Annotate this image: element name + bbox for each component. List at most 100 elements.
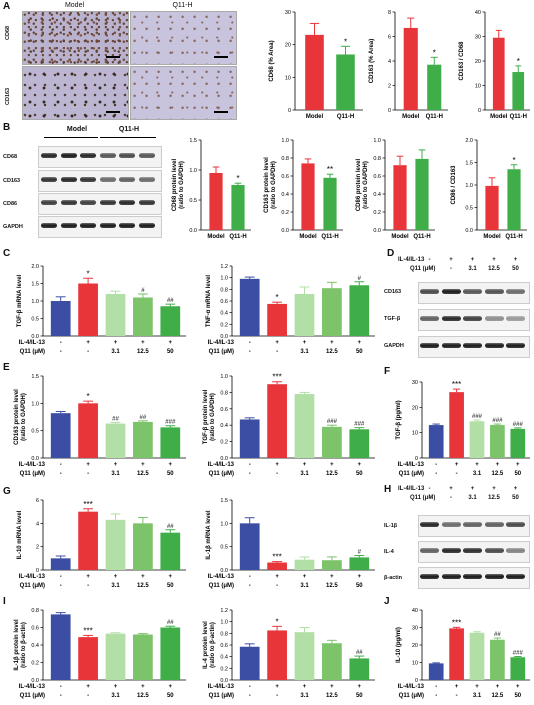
y-tick-label: 0.5: [465, 206, 473, 212]
treatment-value: 3.1: [300, 471, 309, 477]
x-tick-label: Model: [299, 234, 317, 240]
blot-d-row-gapdh: GAPDH: [384, 343, 404, 349]
significance-mark: ##: [167, 298, 174, 304]
y-axis-label: CD163 / CD68: [459, 41, 465, 81]
blot-b-row-cd163: CD163: [3, 178, 21, 184]
chart-c2: 0.0 0.2 0.4 0.6 0.8 1.0 1.2 TNF-α mRNA level - - *…: [206, 264, 375, 355]
panel-label-j: J: [384, 596, 390, 607]
treatment-value: -: [435, 462, 437, 468]
treatment-value: +: [358, 684, 362, 690]
y-tick-label: 0.2: [220, 440, 228, 446]
treatment-value: +: [275, 340, 279, 346]
blot-band: [463, 522, 482, 527]
significance-mark: ###: [513, 651, 524, 657]
treatment-value: +: [303, 462, 307, 468]
y-tick-label: 1.0: [281, 138, 289, 144]
significance-mark: ###: [513, 422, 524, 428]
scale-bar: [214, 56, 228, 58]
bar: [428, 425, 444, 458]
treatment-value: +: [449, 257, 453, 263]
blot-band: [41, 223, 57, 228]
blot-b-model-label: Model: [66, 126, 88, 133]
y-tick-label: 10: [412, 431, 418, 437]
blot-band: [441, 316, 461, 321]
significance-mark: ***: [272, 373, 281, 382]
treatment-value: 50: [514, 471, 521, 477]
y-tick-label: 0.5: [31, 317, 39, 323]
y-tick-label: 0.4: [31, 643, 39, 649]
chart-a3: 0 10 20 30 40 CD163 / CD68 Model * Q11-H: [459, 10, 530, 120]
blot-band: [99, 223, 116, 228]
y-tick-label: 1.0: [220, 374, 228, 380]
treatment-value: +: [303, 340, 307, 346]
treatment-value: +: [358, 340, 362, 346]
y-axis-label: TNF-α mRNA level: [206, 275, 212, 327]
treatment-value: -: [428, 495, 431, 501]
treatment-row-label: Q11 (μM): [209, 583, 234, 589]
bar: [133, 523, 153, 570]
blot-band: [506, 316, 525, 321]
blot-band: [138, 223, 155, 228]
treatment-value: -: [87, 693, 89, 699]
treatment-value: 50: [167, 583, 174, 589]
y-tick-label: 10: [475, 84, 481, 90]
treatment-value: +: [516, 684, 520, 690]
y-axis-label: CD86 / CD163: [451, 165, 457, 205]
treatment-value: +: [470, 486, 475, 492]
y-tick-label: 30: [412, 380, 418, 386]
significance-mark: *: [87, 269, 90, 278]
y-tick-label: 30: [475, 35, 481, 41]
y-tick-label: 1.0: [31, 299, 39, 305]
treatment-row-label: IL-4/IL-13: [398, 462, 425, 468]
significance-mark: **: [327, 165, 333, 174]
bar: [469, 632, 485, 680]
y-tick-label: 0.0: [373, 228, 381, 234]
treatment-row-label: Q11 (μM): [20, 349, 45, 355]
treatment-value: -: [435, 471, 437, 477]
panel-label-h: H: [384, 484, 392, 495]
treatment-row-label: IL-4/IL-13: [19, 574, 46, 580]
x-tick-label: Q11-H: [321, 234, 338, 240]
treatment-value: 50: [167, 471, 174, 477]
y-axis-label: TGF-β (pg/ml): [396, 400, 402, 439]
significance-mark: ###: [472, 414, 483, 420]
bar: [427, 64, 442, 110]
x-tick-label: Model: [490, 114, 508, 120]
treatment-value: -: [249, 462, 251, 468]
y-tick-label: 0.4: [281, 192, 289, 198]
y-tick-label: 10: [412, 661, 418, 667]
treatment-row-label: IL-4/IL-13: [398, 486, 425, 492]
treatment-value: 3.1: [111, 693, 120, 699]
treatment-value: -: [60, 574, 62, 580]
treatment-value: 3.1: [111, 471, 120, 477]
y-tick-label: 1.2: [220, 608, 228, 614]
treatment-value: -: [249, 349, 251, 355]
treatment-value: +: [141, 684, 145, 690]
y-tick-label: 0.6: [373, 174, 381, 180]
treatment-value: 50: [356, 583, 363, 589]
treatment-value: -: [60, 583, 62, 589]
y-tick-label: 0.2: [281, 210, 289, 216]
treatment-value: -: [249, 684, 251, 690]
y-tick-label: 0.6: [281, 174, 289, 180]
blot-band: [420, 548, 439, 553]
y-axis-label: IL-1β protein level(ratio to β-actin): [14, 619, 27, 671]
treatment-value: -: [435, 693, 437, 699]
blot-band: [441, 548, 461, 553]
treatment-row-label: IL-4/IL-13: [19, 462, 46, 468]
significance-mark: ##: [140, 415, 147, 421]
treatment-value: +: [492, 486, 496, 492]
treatment-value: +: [114, 574, 118, 580]
bar: [510, 657, 526, 680]
treatment-value: -: [456, 471, 458, 477]
bar: [239, 419, 260, 458]
treatment-value: 50: [514, 693, 521, 699]
bar: [239, 278, 260, 336]
bar: [449, 392, 464, 458]
bar: [323, 177, 337, 230]
treatment-value: +: [492, 257, 496, 263]
y-tick-label: 1.2: [220, 264, 228, 270]
bar: [294, 632, 315, 680]
bar: [133, 634, 153, 680]
blot-band: [506, 522, 525, 527]
